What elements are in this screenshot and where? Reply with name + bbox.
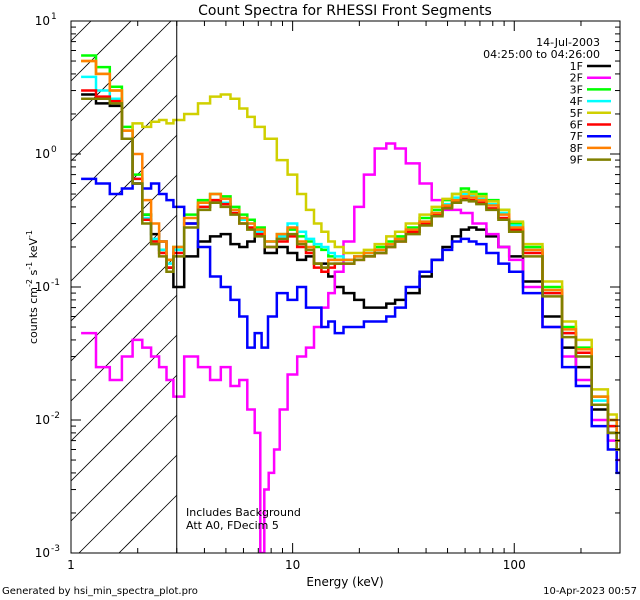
hatch-line: [71, 94, 178, 202]
y-tick-label: 10: [35, 546, 50, 560]
footer-generated-by: Generated by hsi_min_spectra_plot.pro: [2, 586, 198, 597]
y-tick-label-exponent: -3: [51, 544, 60, 554]
hatch-line: [71, 174, 178, 282]
hatch-line: [71, 54, 178, 162]
footer-timestamp: 10-Apr-2023 00:57: [543, 586, 637, 597]
hatch-line: [78, 454, 178, 553]
legend-label-2F: 2F: [570, 72, 583, 85]
y-axis-label-exp1: -2: [25, 279, 34, 287]
hatch-line: [71, 21, 172, 122]
x-tick-label: 10: [285, 558, 300, 572]
time-range-label: 04:25:00 to 04:26:00: [483, 48, 600, 61]
series-line-9F: [81, 97, 620, 451]
legend-label-9F: 9F: [570, 154, 583, 167]
y-tick-label: 10: [35, 147, 50, 161]
chart-title: Count Spectra for RHESSI Front Segments: [198, 3, 492, 19]
y-axis-label-exp2: -1: [25, 262, 34, 270]
hatch-line: [71, 0, 177, 1]
y-tick-label-exponent: 0: [51, 145, 57, 155]
x-axis-label: Energy (keV): [306, 575, 383, 589]
y-tick-label-exponent: -1: [51, 278, 60, 288]
series-line-5F: [81, 59, 620, 435]
hatch-line: [71, 334, 178, 442]
date-label-group: 14-Jul-2003 04:25:00 to 04:26:00: [483, 36, 600, 61]
y-tick-label-exponent: 1: [51, 12, 57, 22]
annotation-background: Includes Background: [186, 506, 301, 519]
legend-label-1F: 1F: [570, 60, 583, 73]
series-line-2F: [81, 142, 620, 553]
legend-label-7F: 7F: [570, 130, 583, 143]
legend-label-5F: 5F: [570, 107, 583, 120]
hatch-line: [71, 254, 178, 362]
series-layer: [81, 54, 620, 553]
y-tick-label-exponent: -2: [51, 411, 60, 421]
y-tick-label: 10: [35, 280, 50, 294]
hatch-line: [71, 21, 92, 42]
y-axis-label-mid1: s: [27, 269, 40, 278]
legend-label-6F: 6F: [570, 119, 583, 132]
hatch-line: [71, 374, 178, 482]
y-tick-label: 10: [35, 413, 50, 427]
y-axis-label-exp3: -1: [25, 230, 34, 238]
y-axis-label-base: counts cm: [27, 287, 40, 344]
legend-label-4F: 4F: [570, 95, 583, 108]
hatch-line: [71, 21, 132, 82]
series-line-7F: [81, 177, 620, 475]
hatch-line: [118, 494, 178, 553]
hatch-line: [71, 414, 178, 522]
annotation-attenuator: Att A0, FDecim 5: [186, 519, 279, 532]
legend-label-8F: 8F: [570, 142, 583, 155]
x-tick-label: 100: [503, 558, 526, 572]
date-label: 14-Jul-2003: [536, 36, 600, 49]
y-axis-label-mid2: keV: [27, 238, 40, 262]
hatch-line: [71, 294, 178, 402]
y-axis-label: counts cm-2 s-1 keV-1: [25, 230, 40, 344]
legend-label-3F: 3F: [570, 83, 583, 96]
hatch-line: [71, 214, 178, 322]
y-tick-label: 10: [35, 14, 50, 28]
x-tick-label: 1: [67, 558, 75, 572]
